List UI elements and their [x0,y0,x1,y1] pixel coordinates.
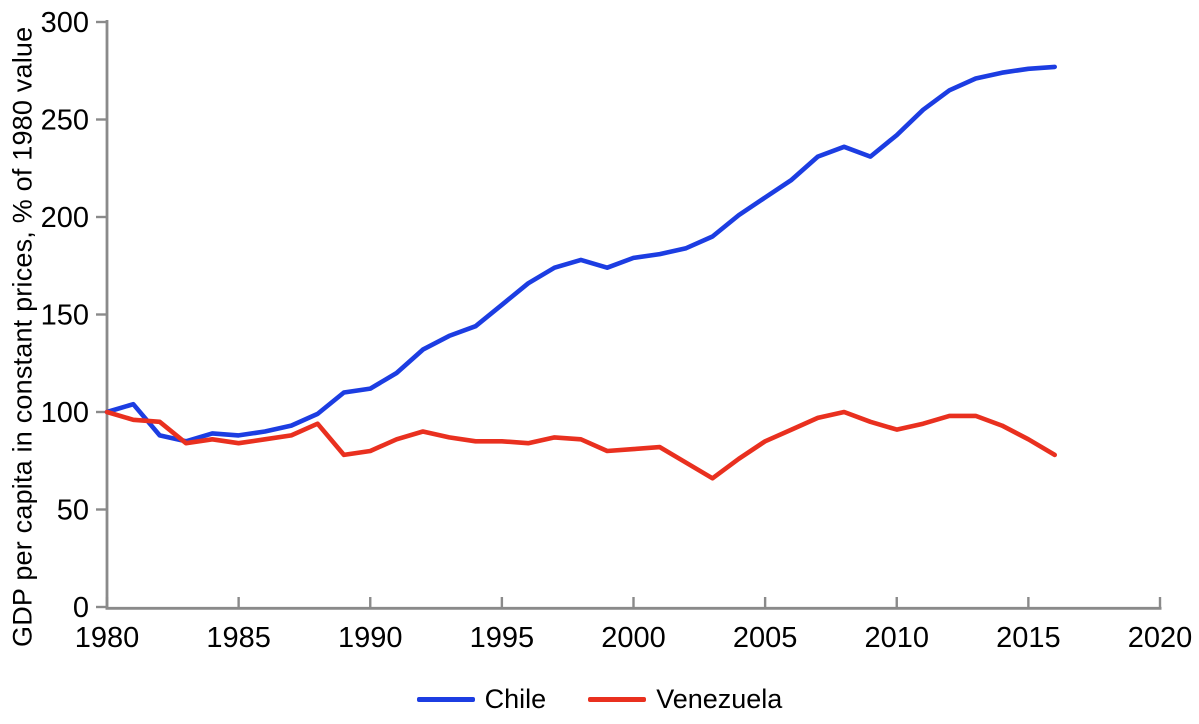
legend: Chile Venezuela [0,684,1199,715]
x-tick-label: 1995 [470,622,535,654]
x-tick-label: 2000 [601,622,666,654]
x-tick-label: 2010 [864,622,929,654]
x-tick-label: 1980 [75,622,140,654]
y-tick-label: 0 [73,592,89,624]
y-tick-label: 150 [41,300,89,332]
y-axis-title: GDP per capita in constant prices, % of … [7,26,38,648]
venezuela-line [104,409,1057,481]
y-tick-label: 200 [41,202,89,234]
y-tick-label: 250 [41,105,89,137]
x-tick-label: 1985 [206,622,271,654]
y-tick-label: 50 [57,495,89,527]
chile-line-swatch [416,697,475,702]
x-tick-label: 2020 [1128,622,1193,654]
chile-line [104,64,1057,444]
x-tick-label: 1990 [338,622,403,654]
legend-label-venezuela: Venezuela [656,684,783,714]
y-tick-label: 100 [41,397,89,429]
legend-item-venezuela: Venezuela [588,684,782,715]
venezuela-line-swatch [588,697,647,702]
legend-item-chile: Chile [416,684,547,715]
y-tick-label: 300 [41,7,89,39]
legend-label-chile: Chile [484,684,547,714]
x-tick-label: 2005 [733,622,798,654]
x-tick-label: 2015 [996,622,1061,654]
